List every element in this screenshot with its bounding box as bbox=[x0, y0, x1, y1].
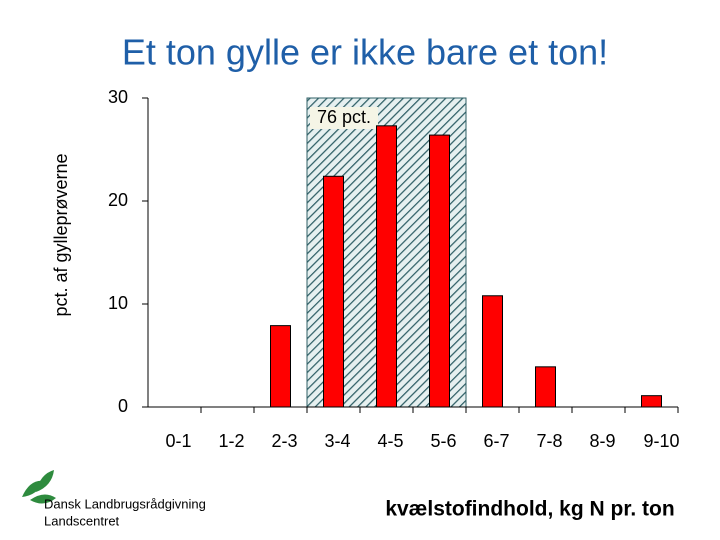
bar bbox=[323, 175, 344, 408]
bar bbox=[376, 125, 397, 408]
y-tick-label: 10 bbox=[108, 293, 128, 313]
footer-text: Dansk Landbrugsrådgivning bbox=[44, 496, 206, 511]
annotation-bg bbox=[310, 107, 378, 129]
x-tick-label: 0-1 bbox=[165, 431, 191, 451]
x-tick-label: 5-6 bbox=[430, 431, 456, 451]
x-tick-label: 8-9 bbox=[589, 431, 615, 451]
y-tick-label: 0 bbox=[118, 396, 128, 416]
x-tick-label: 7-8 bbox=[536, 431, 562, 451]
y-axis-label: pct. af gylleprøverne bbox=[51, 153, 71, 316]
bar bbox=[641, 395, 662, 408]
annotation: 76 pct. bbox=[317, 107, 371, 127]
y-tick-label: 30 bbox=[108, 87, 128, 107]
logo bbox=[22, 470, 56, 504]
chart-title: Et ton gylle er ikke bare et ton! bbox=[122, 32, 608, 73]
x-tick-label: 3-4 bbox=[324, 431, 350, 451]
bar bbox=[429, 134, 450, 408]
x-tick-label: 4-5 bbox=[377, 431, 403, 451]
bar bbox=[482, 295, 503, 408]
x-tick-label: 1-2 bbox=[218, 431, 244, 451]
bar bbox=[270, 325, 291, 408]
footer-text: Landscentret bbox=[44, 513, 120, 528]
x-axis-label: kvælstofindhold, kg N pr. ton bbox=[385, 498, 674, 521]
bar bbox=[535, 366, 556, 408]
x-tick-label: 6-7 bbox=[483, 431, 509, 451]
y-tick-label: 20 bbox=[108, 190, 128, 210]
x-tick-label: 2-3 bbox=[271, 431, 297, 451]
x-tick-label: 9-10 bbox=[643, 431, 679, 451]
